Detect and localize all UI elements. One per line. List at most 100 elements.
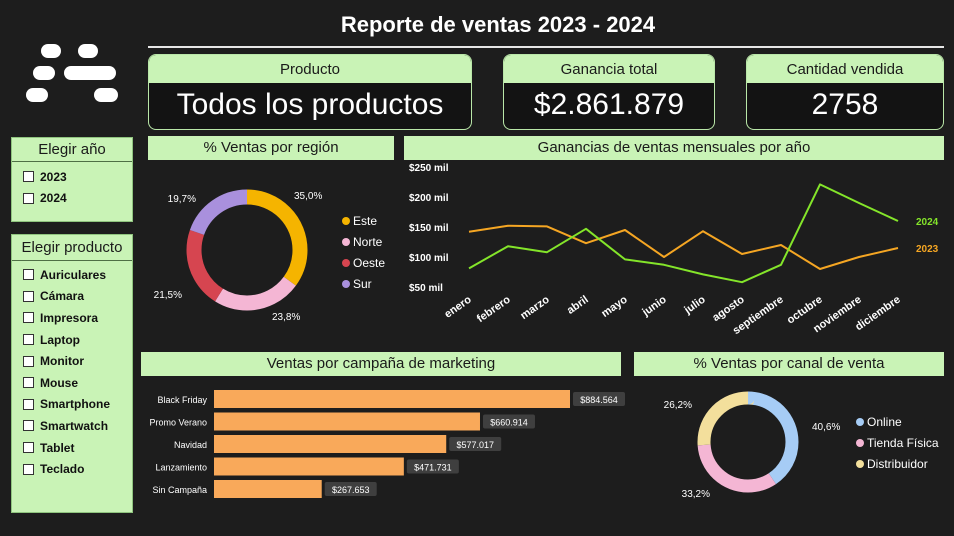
year-checkbox[interactable]	[23, 171, 34, 183]
product-option-label: Smartphone	[40, 397, 111, 412]
product-checkbox[interactable]	[23, 290, 34, 302]
monthly-x-tick-label: marzo	[518, 293, 552, 322]
product-option-label: Smartwatch	[40, 418, 109, 433]
channel-slice-distribuidor[interactable]	[697, 391, 799, 493]
campaign-category-label: Black Friday	[157, 395, 207, 405]
monthly-series-line-2024[interactable]	[468, 183, 899, 284]
year-option-2024[interactable]: 2024	[12, 188, 132, 210]
product-checkbox[interactable]	[23, 269, 34, 281]
channel-slice-tienda-fisica[interactable]	[697, 391, 799, 493]
region-legend-sur[interactable]: Sur	[353, 277, 372, 291]
campaign-panel-title: Ventas por campaña de marketing	[141, 352, 621, 376]
channel-value-label: 40,6%	[812, 422, 840, 433]
title-divider	[148, 46, 944, 48]
year-option-label: 2023	[40, 169, 67, 184]
campaign-category-label: Promo Verano	[149, 418, 207, 428]
campaign-value-label: $471.731	[414, 463, 452, 473]
campaign-bar-black-friday[interactable]	[214, 390, 570, 408]
monthly-y-tick-label: $50 mil	[409, 283, 443, 294]
channel-donut-chart: 40,6% Online 33,2% Tienda Física 26,2% Distri…	[664, 391, 939, 500]
company-logo-icon	[26, 44, 118, 102]
region-legend-dot-icon	[342, 280, 350, 288]
region-legend-dot-icon	[342, 217, 350, 225]
region-slice-norte[interactable]	[186, 189, 308, 311]
product-option-label: Teclado	[40, 462, 85, 477]
campaign-category-label: Lanzamiento	[155, 463, 207, 473]
year-slicer: Elegir año 2023 2024	[11, 137, 133, 222]
region-slice-sur[interactable]	[186, 189, 308, 311]
region-value-label: 19,7%	[168, 194, 196, 205]
kpi-product-label: Producto	[149, 55, 471, 83]
product-option-teclado[interactable]: Teclado	[12, 458, 132, 480]
monthly-x-tick-label: abril	[565, 294, 591, 317]
kpi-card-quantity: Cantidad vendida 2758	[746, 54, 944, 130]
page-title: Reporte de ventas 2023 - 2024	[340, 12, 656, 37]
region-legend-norte[interactable]: Norte	[353, 235, 383, 249]
product-option-label: Tablet	[40, 440, 75, 455]
campaign-category-label: Sin Campaña	[152, 485, 207, 495]
region-legend-oeste[interactable]: Oeste	[353, 256, 385, 270]
product-option-laptop[interactable]: Laptop	[12, 329, 132, 351]
campaign-value-label: $267.653	[332, 485, 370, 495]
campaign-value-label: $577.017	[456, 440, 494, 450]
monthly-x-tick-label: mayo	[599, 293, 630, 319]
channel-legend-online[interactable]: Online	[867, 415, 902, 429]
kpi-quantity-value: 2758	[811, 88, 879, 121]
monthly-x-tick-label: julio	[681, 293, 707, 317]
monthly-y-tick-label: $200 mil	[409, 193, 449, 204]
monthly-y-tick-label: $100 mil	[409, 253, 449, 264]
product-option-label: Cámara	[40, 289, 85, 304]
kpi-total-profit-label: Ganancia total	[504, 55, 714, 83]
monthly-x-tick-label: enero	[442, 293, 474, 320]
campaign-bar-promo-verano[interactable]	[214, 412, 480, 431]
campaign-value-badge	[324, 482, 377, 496]
monthly-series-label-2024: 2024	[916, 217, 939, 228]
product-checkbox[interactable]	[23, 398, 34, 410]
product-option-smartwatch[interactable]: Smartwatch	[12, 415, 132, 437]
region-legend-dot-icon	[342, 259, 350, 267]
product-checkbox[interactable]	[23, 420, 34, 432]
product-option-tablet[interactable]: Tablet	[12, 437, 132, 459]
year-checkbox[interactable]	[23, 192, 34, 204]
campaign-value-badge	[573, 392, 625, 406]
year-slicer-title: Elegir año	[12, 138, 132, 162]
region-legend-este[interactable]: Este	[353, 214, 377, 228]
product-option-label: Mouse	[40, 375, 79, 390]
product-checkbox[interactable]	[23, 312, 34, 324]
product-option-auriculares[interactable]: Auriculares	[12, 264, 132, 286]
year-option-2023[interactable]: 2023	[12, 166, 132, 188]
monthly-series-line-2023[interactable]	[468, 224, 899, 270]
product-checkbox[interactable]	[23, 355, 34, 367]
campaign-bar-navidad[interactable]	[214, 435, 447, 453]
channel-legend-tienda-fisica[interactable]: Tienda Física	[867, 436, 939, 450]
region-legend-dot-icon	[342, 238, 350, 246]
region-slice-oeste[interactable]	[186, 189, 308, 311]
campaign-bar-lanzamiento[interactable]	[214, 457, 404, 476]
region-panel-title: % Ventas por región	[148, 136, 394, 160]
product-option-monitor[interactable]: Monitor	[12, 350, 132, 372]
product-checkbox[interactable]	[23, 377, 34, 389]
campaign-bar-sin-campana[interactable]	[214, 480, 322, 498]
product-checkbox[interactable]	[23, 442, 34, 454]
campaign-value-badge	[482, 414, 535, 429]
product-option-label: Impresora	[40, 310, 99, 325]
product-checkbox[interactable]	[23, 334, 34, 346]
region-value-label: 23,8%	[272, 312, 300, 323]
campaign-value-badge	[449, 437, 502, 451]
campaign-category-label: Navidad	[174, 440, 207, 450]
channel-value-label: 26,2%	[664, 400, 692, 411]
campaign-value-label: $884.564	[580, 395, 618, 405]
product-option-impresora[interactable]: Impresora	[12, 307, 132, 329]
kpi-card-product: Producto Todos los productos	[148, 54, 472, 130]
channel-legend-distribuidor[interactable]: Distribuidor	[867, 457, 928, 471]
channel-value-label: 33,2%	[682, 489, 710, 500]
channel-panel-title: % Ventas por canal de venta	[634, 352, 944, 376]
product-checkbox[interactable]	[23, 463, 34, 475]
monthly-x-tick-label: junio	[639, 293, 668, 319]
product-option-camara[interactable]: Cámara	[12, 286, 132, 308]
campaign-value-badge	[406, 459, 459, 474]
product-option-mouse[interactable]: Mouse	[12, 372, 132, 394]
product-option-smartphone[interactable]: Smartphone	[12, 394, 132, 416]
monthly-series-label-2023: 2023	[916, 244, 939, 255]
